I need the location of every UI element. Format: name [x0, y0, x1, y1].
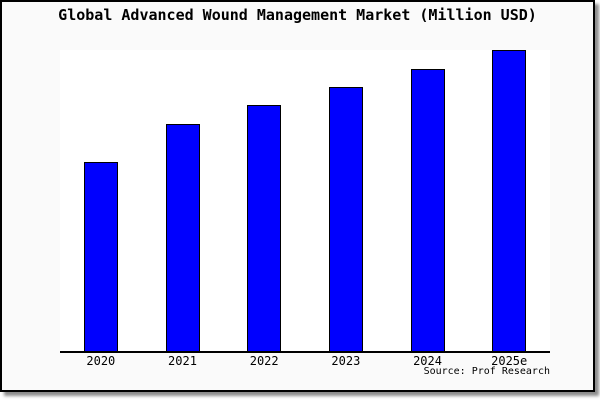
x-tick-label-2024: 2024: [413, 354, 442, 368]
source-credit: Source: Prof Research: [423, 366, 550, 377]
bar-slot: [142, 50, 224, 351]
chart-title: Global Advanced Wound Management Market …: [58, 6, 537, 24]
x-tick-label-2021: 2021: [168, 354, 197, 368]
x-tick-label-2025e: 2025e: [491, 354, 528, 368]
bar-2020: [83, 162, 118, 351]
bar-slot: [223, 50, 305, 351]
bar-2023: [328, 87, 363, 351]
bar-slot: [387, 50, 469, 351]
x-tick-label-2022: 2022: [249, 354, 279, 368]
chart-card: Global Advanced Wound Management Market …: [0, 0, 595, 392]
bar-2025e: [492, 50, 527, 351]
x-tick-label-2020: 2020: [86, 354, 116, 368]
bar-2024: [410, 69, 445, 351]
bar-slot: [468, 50, 550, 351]
bars-container: [60, 50, 550, 351]
bar-slot: [60, 50, 142, 351]
x-tick-label-2023: 2023: [331, 354, 361, 368]
bar-2022: [247, 105, 282, 351]
bar-slot: [305, 50, 387, 351]
plot-area: [60, 50, 550, 353]
x-axis-tick-labels: 2020 2021 2022 2023 2024 2025e: [60, 355, 550, 368]
bar-2021: [165, 124, 200, 351]
